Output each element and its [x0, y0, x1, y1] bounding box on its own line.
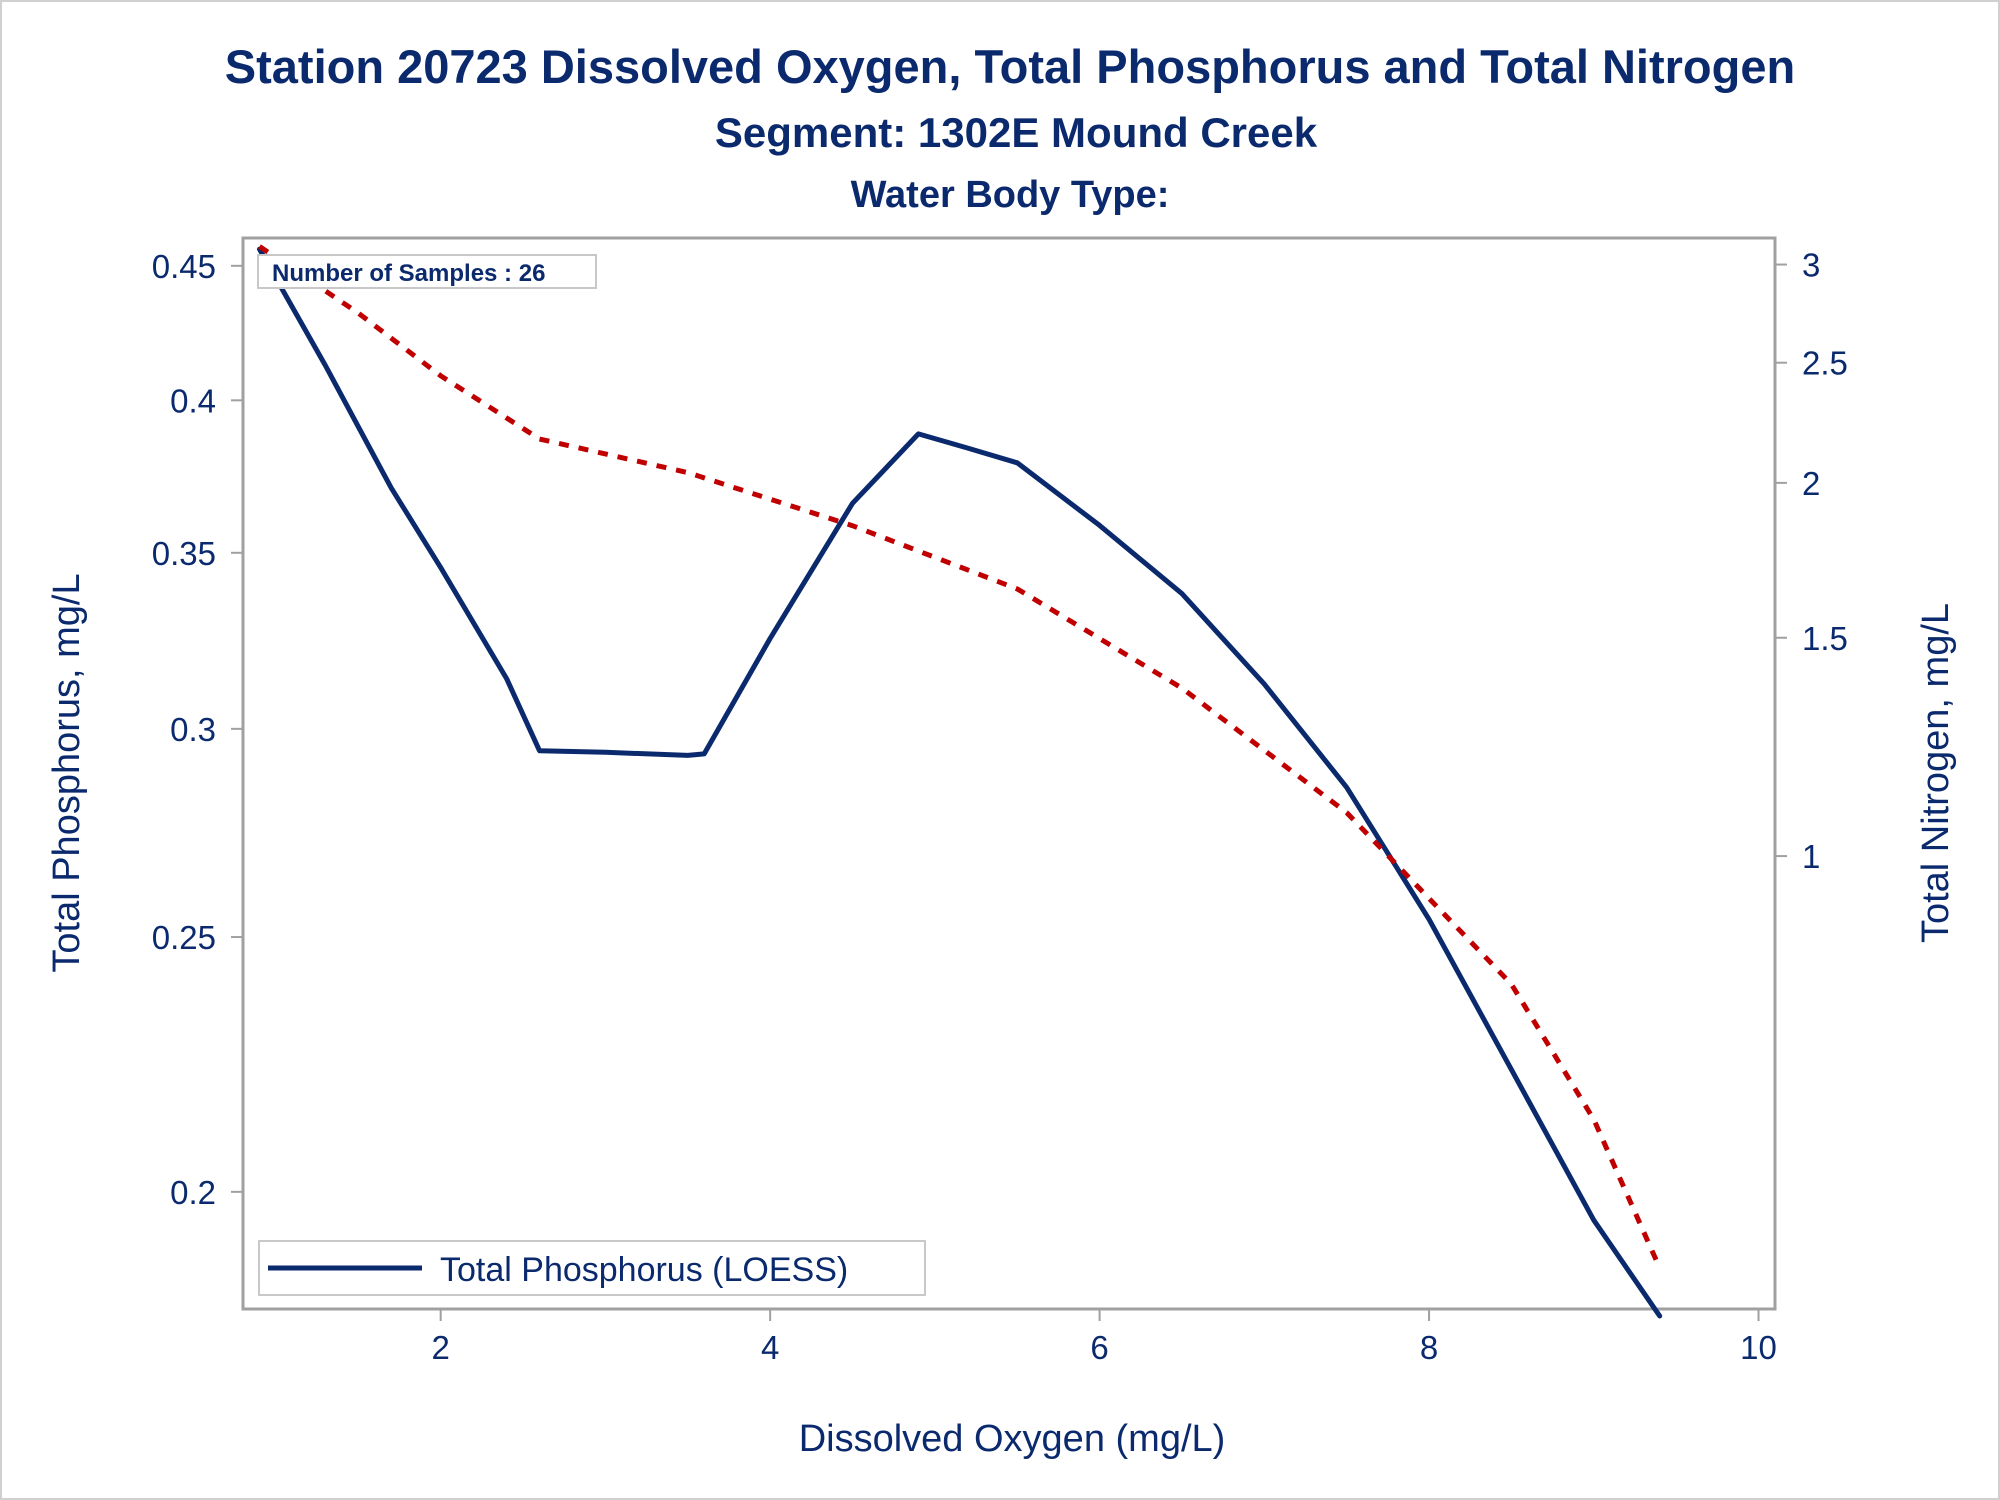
x-tick-label: 2: [431, 1329, 449, 1366]
series-layer: [257, 244, 1663, 1319]
y2-tick-label: 1: [1802, 838, 1820, 875]
series-line-phosphorus: [257, 246, 1663, 1319]
y2-tick-label: 1.5: [1802, 620, 1848, 657]
y2-tick-label: 2.5: [1802, 345, 1848, 382]
x-tick-label: 6: [1090, 1329, 1108, 1366]
chart-subtitle-water-body: Water Body Type:: [851, 174, 1170, 216]
y-tick-label: 0.45: [152, 248, 216, 285]
y2-axis-label: Total Nitrogen, mg/L: [1915, 603, 1957, 943]
y-axis-label: Total Phosphorus, mg/L: [46, 573, 88, 972]
series-line-nitrogen: [258, 244, 1662, 1270]
legend: Total Phosphorus (LOESS): [258, 1240, 926, 1296]
y2-tick-label: 2: [1802, 465, 1820, 502]
y-tick-label: 0.2: [170, 1174, 216, 1211]
y-tick-label: 0.3: [170, 711, 216, 748]
sample-count-frame: [257, 254, 597, 289]
chart-subtitle-segment: Segment: 1302E Mound Creek: [715, 109, 1318, 156]
x-tick-label: 8: [1420, 1329, 1438, 1366]
plot-area: [241, 236, 1777, 1311]
x-axis: 2 4 6 8 10: [431, 1309, 1777, 1366]
y-tick-label: 0.35: [152, 535, 216, 572]
x-tick-label: 10: [1740, 1329, 1777, 1366]
x-axis-label: Dissolved Oxygen (mg/L): [799, 1418, 1226, 1460]
sample-count-box: Number of Samples : 26: [257, 254, 597, 289]
chart-title: Station 20723 Dissolved Oxygen, Total Ph…: [225, 40, 1795, 93]
y-tick-label: 0.4: [170, 382, 216, 419]
legend-label-phosphorus: Total Phosphorus (LOESS): [440, 1251, 848, 1289]
x-tick-label: 4: [761, 1329, 779, 1366]
y-axis-left: 0.2 0.25 0.3 0.35 0.4 0.45: [152, 248, 243, 1211]
y-axis-right: 1 1.5 2 2.5 3: [1775, 247, 1848, 875]
y-tick-label: 0.25: [152, 919, 216, 956]
y2-tick-label: 3: [1802, 247, 1820, 284]
sample-count-label: Number of Samples : 26: [272, 260, 545, 287]
